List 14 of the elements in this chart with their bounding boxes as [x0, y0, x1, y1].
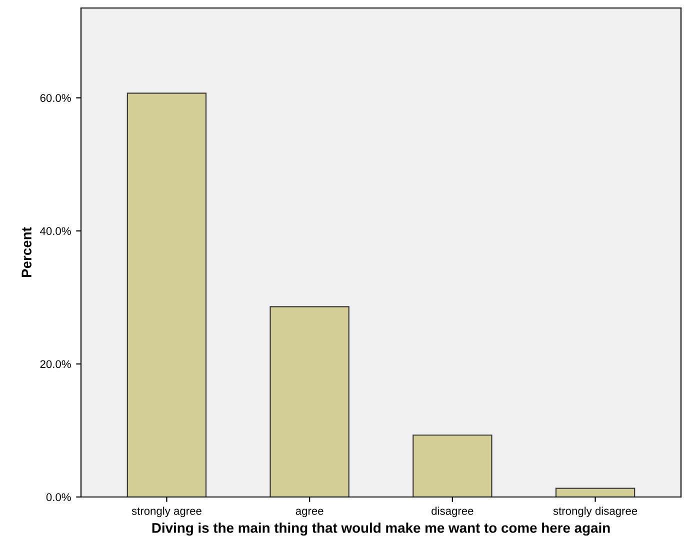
y-tick-label: 0.0% — [46, 493, 71, 502]
x-tick-label: disagree — [432, 506, 474, 518]
x-tick-label: strongly disagree — [553, 506, 638, 518]
x-tick-label: agree — [296, 508, 324, 518]
y-tick-label: 20.0% — [40, 360, 71, 368]
y-axis-title: Percent — [22, 227, 32, 278]
y-tick-label: 60.0% — [40, 94, 71, 102]
bar — [555, 488, 636, 497]
bar — [126, 92, 207, 497]
x-axis-title: Diving is the main thing that would make me want to come here again — [152, 522, 610, 536]
bar — [270, 306, 350, 497]
y-tick-label: 40.0% — [40, 227, 71, 236]
x-tick-label: strongly agree — [132, 506, 202, 518]
bar — [412, 434, 492, 497]
